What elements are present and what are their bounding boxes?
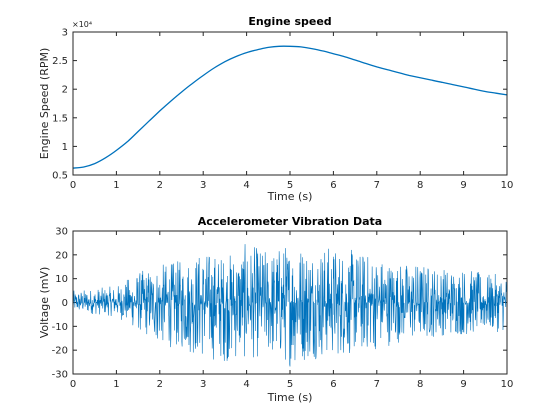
x-tick-label: 8 <box>417 379 423 390</box>
y-tick-label: -20 <box>52 346 68 357</box>
y-tick-label: -10 <box>52 322 68 333</box>
engine-speed-chart: Engine speed ×10⁴ 0 1 2 3 4 5 6 7 8 9 10 0.5 1 1.5 2 2.… <box>38 15 513 203</box>
x-tick-label: 10 <box>501 180 514 191</box>
x-tick-label: 7 <box>374 180 380 191</box>
x-tick-label: 9 <box>460 180 466 191</box>
y-tick-label: 0.5 <box>52 171 68 182</box>
y-tick-label: 20 <box>55 250 68 261</box>
x-tick-label: 0 <box>70 379 76 390</box>
x-tick-label: 1 <box>113 379 119 390</box>
x-tick-label: 8 <box>417 180 423 191</box>
engine-speed-line <box>72 45 508 169</box>
accelerometer-chart: Accelerometer Vibration Data 0 1 2 3 4 5 6 7 8 9 1… <box>38 215 513 404</box>
vibration-signal-line <box>72 244 508 367</box>
plot-frame <box>72 31 508 176</box>
y-axis-label: Engine Speed (RPM) <box>38 48 51 160</box>
x-tick-label: 10 <box>501 379 514 390</box>
x-tick-label: 3 <box>200 180 206 191</box>
x-tick-label: 6 <box>330 180 336 191</box>
x-axis-label: Time (s) <box>267 190 313 203</box>
y-tick-label: 30 <box>55 227 68 238</box>
plot-frame <box>72 230 508 375</box>
chart-title: Accelerometer Vibration Data <box>198 215 382 228</box>
x-tick-label: 2 <box>157 180 163 191</box>
x-tick-label: 6 <box>330 379 336 390</box>
y-tick-label: 0 <box>62 298 68 309</box>
x-tick-label: 5 <box>287 180 293 191</box>
x-tick-label: 4 <box>243 379 249 390</box>
x-tick-label: 2 <box>157 379 163 390</box>
x-tick-label: 3 <box>200 379 206 390</box>
x-tick-label: 5 <box>287 379 293 390</box>
y-tick-label: 10 <box>55 274 68 285</box>
x-tick-label: 4 <box>243 180 249 191</box>
y-tick-label: -30 <box>52 370 68 381</box>
y-axis-label: Voltage (mV) <box>38 267 51 339</box>
x-axis-label: Time (s) <box>267 391 313 404</box>
y-tick-label: 2 <box>62 85 68 96</box>
x-tick-label: 0 <box>70 180 76 191</box>
y-tick-label: 1.5 <box>52 113 68 124</box>
x-tick-label: 9 <box>460 379 466 390</box>
x-tick-label: 7 <box>374 379 380 390</box>
x-tick-label: 1 <box>113 180 119 191</box>
y-multiplier: ×10⁴ <box>72 20 92 29</box>
y-tick-label: 1 <box>62 142 68 153</box>
y-tick-label: 3 <box>62 28 68 39</box>
y-tick-label: 2.5 <box>52 56 68 67</box>
chart-title: Engine speed <box>248 15 331 28</box>
